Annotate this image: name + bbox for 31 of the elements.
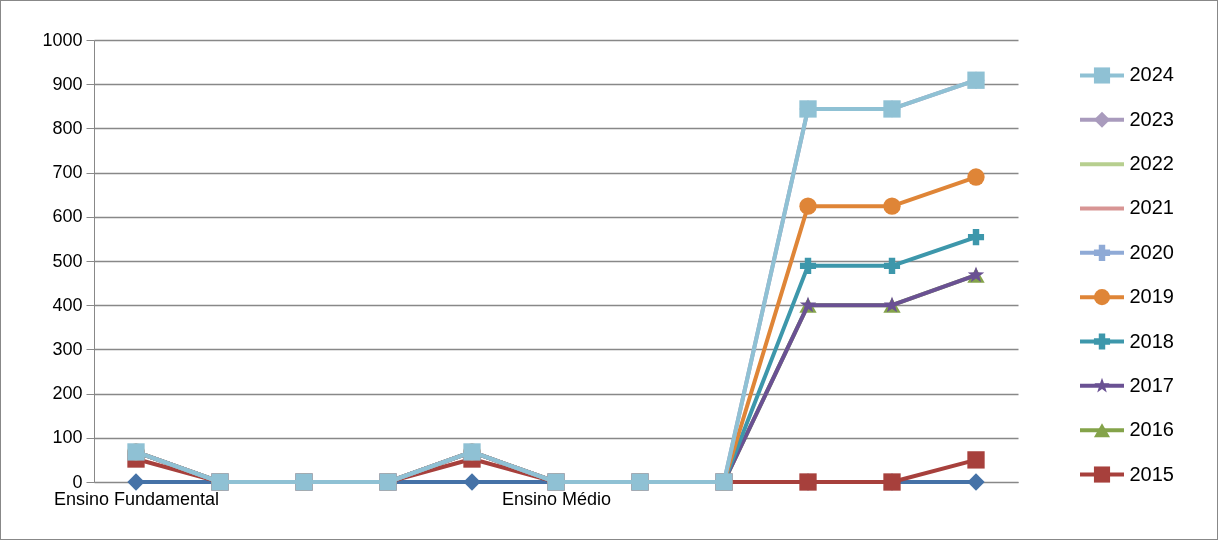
legend-label: 2018 — [1129, 329, 1174, 352]
point — [799, 257, 817, 274]
point — [463, 473, 481, 491]
y-tick-label: 200 — [52, 383, 83, 404]
legend-label: 2017 — [1129, 373, 1174, 396]
y-tick-label: 700 — [52, 162, 83, 183]
y-tick-label: 300 — [52, 338, 83, 359]
legend-label: 2021 — [1129, 196, 1174, 219]
y-tick-label: 100 — [52, 427, 83, 448]
y-tick-label: 900 — [52, 73, 83, 94]
point — [127, 473, 145, 491]
x-tick-label: Ensino Médio — [501, 488, 612, 509]
legend-label: 2019 — [1129, 285, 1174, 308]
y-tick-label: 800 — [52, 117, 83, 138]
legend-label: 2023 — [1129, 107, 1174, 130]
point — [883, 257, 901, 274]
y-tick-label: 1000 — [42, 29, 83, 50]
point — [967, 168, 985, 186]
legend-label: 2022 — [1129, 152, 1174, 175]
y-tick-label: 400 — [52, 294, 83, 315]
y-tick-label: 600 — [52, 206, 83, 227]
y-tick-label: 500 — [52, 250, 83, 271]
legend-label: 2020 — [1129, 240, 1174, 263]
legend-label: 2016 — [1129, 418, 1174, 441]
legend-label: 2015 — [1129, 462, 1174, 485]
point — [883, 197, 901, 215]
point — [967, 229, 985, 246]
point — [967, 451, 985, 469]
legend-label: 2024 — [1129, 63, 1174, 86]
point — [799, 197, 817, 215]
point — [967, 473, 985, 491]
